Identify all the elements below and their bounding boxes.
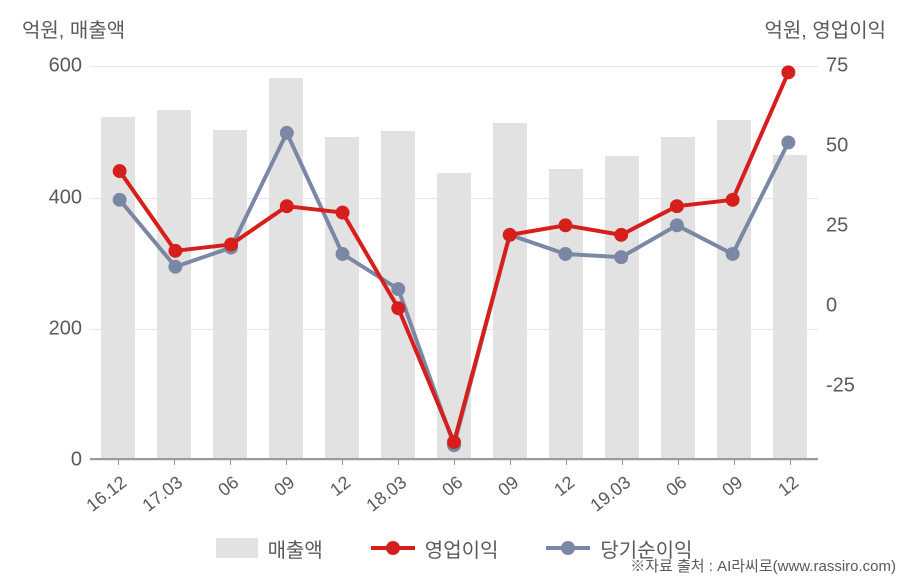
plot-area (90, 50, 818, 460)
y-right-tick: 50 (826, 135, 886, 158)
x-tick-label: 06 (631, 472, 691, 525)
x-tick-label: 09 (687, 472, 747, 525)
y-left-tick: 0 (22, 449, 82, 472)
legend-swatch-bar (216, 538, 258, 558)
legend-label: 매출액 (268, 534, 323, 563)
x-tick-label: 06 (183, 472, 243, 525)
legend-item-line-1: 영업이익 (371, 534, 499, 563)
y-right-tick: 25 (826, 215, 886, 238)
x-tick-label: 18.03 (351, 472, 411, 525)
y-left-axis-title: 억원, 매출액 (22, 14, 125, 43)
x-tick-label: 12 (519, 472, 579, 525)
line-series-svg (90, 50, 818, 458)
y-right-tick: -25 (826, 375, 886, 398)
y-left-tick: 600 (22, 55, 82, 78)
legend-item-bars: 매출액 (216, 534, 323, 563)
legend-label: 영업이익 (425, 534, 499, 563)
dual-axis-chart: 억원, 매출액 억원, 영업이익 0 200 400 600 -25 0 25 50 75 1… (0, 0, 908, 580)
y-left-tick: 200 (22, 317, 82, 340)
x-tick-label: 09 (239, 472, 299, 525)
x-tick-label: 12 (743, 472, 803, 525)
x-tick-label: 12 (295, 472, 355, 525)
x-tick-label: 06 (407, 472, 467, 525)
x-tick-label: 17.03 (127, 472, 187, 525)
x-tick-label: 16.12 (71, 472, 131, 525)
legend-swatch-line (546, 538, 590, 558)
legend-swatch-line (371, 538, 415, 558)
y-right-tick: 0 (826, 295, 886, 318)
x-tick-label: 09 (463, 472, 523, 525)
y-right-axis-title: 억원, 영업이익 (764, 14, 886, 43)
x-tick-label: 19.03 (575, 472, 635, 525)
y-left-tick: 400 (22, 186, 82, 209)
source-note: ※자료 출처 : AI라씨로(www.rassiro.com) (630, 555, 896, 576)
y-right-tick: 75 (826, 55, 886, 78)
